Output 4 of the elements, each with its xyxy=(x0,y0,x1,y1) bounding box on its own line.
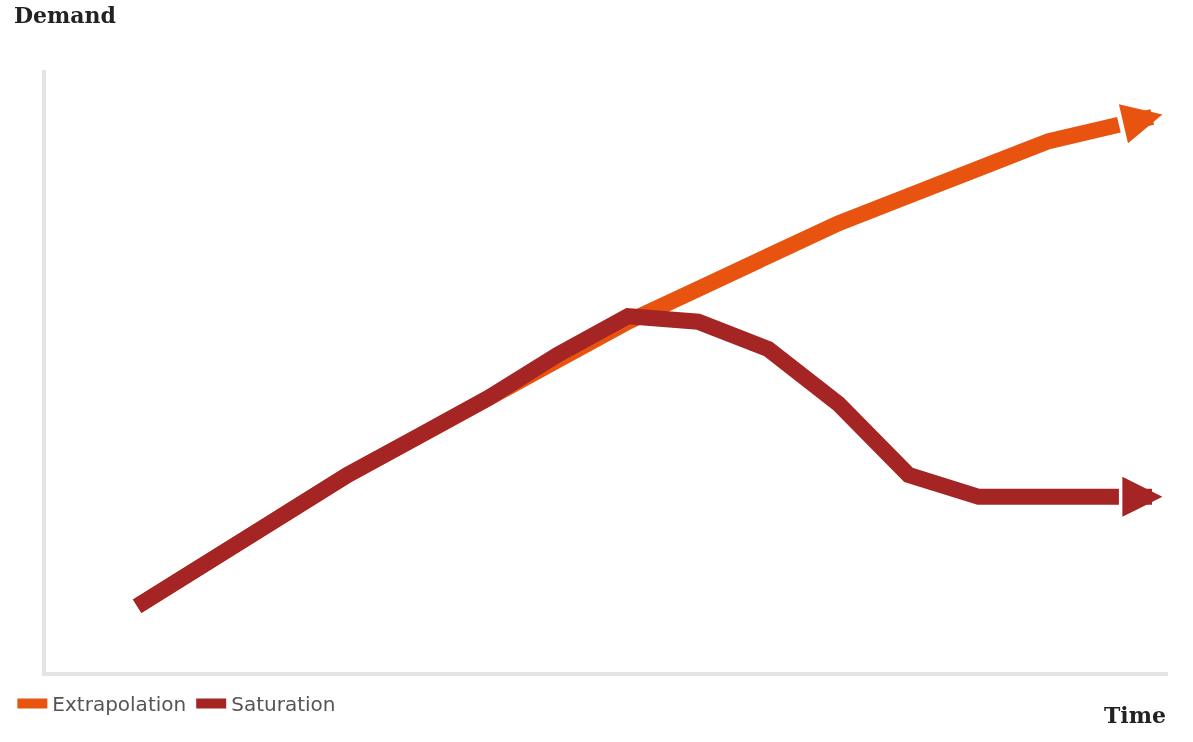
legend-label: Extrapolation xyxy=(52,692,187,717)
legend-label: Saturation xyxy=(231,692,336,717)
y-axis-title: Demand xyxy=(14,2,116,28)
x-axis-title: Time xyxy=(1104,702,1167,728)
